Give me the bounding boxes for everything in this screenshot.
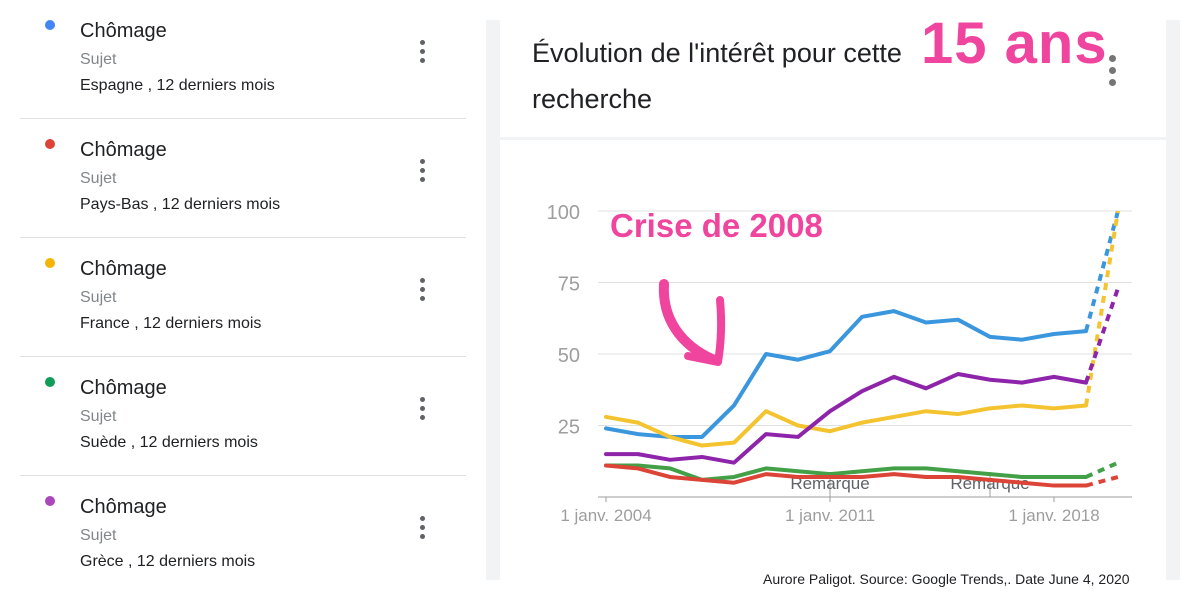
list-item[interactable]: Chômage Sujet France , 12 derniers mois	[20, 238, 466, 357]
source-credit: Aurore Paligot. Source: Google Trends,. …	[763, 571, 1130, 587]
list-item-type: Sujet	[80, 289, 117, 306]
y-tick-label: 50	[558, 345, 580, 367]
more-options-icon[interactable]	[412, 278, 432, 308]
x-tick-label: 1 janv. 2018	[1008, 506, 1099, 525]
annotation-arrowhead	[684, 296, 726, 366]
x-tick-label: 1 janv. 2004	[560, 506, 651, 525]
list-item-type: Sujet	[80, 170, 117, 187]
list-item-title: Chômage	[80, 20, 167, 42]
list-item[interactable]: Chômage Sujet Pays-Bas , 12 derniers moi…	[20, 119, 466, 238]
more-options-icon[interactable]	[1105, 55, 1119, 91]
list-item[interactable]: Chômage Sujet Suède , 12 derniers mois	[20, 357, 466, 476]
more-options-icon[interactable]	[412, 159, 432, 189]
chart-header-card: Évolution de l'intérêt pour cette recher…	[500, 20, 1166, 137]
annotation-years: 15 ans	[921, 11, 1108, 76]
chart-heading: Évolution de l'intérêt pour cette recher…	[532, 38, 902, 114]
series-line	[604, 372, 1088, 465]
topic-list: Chômage Sujet Espagne , 12 derniers mois…	[20, 0, 466, 594]
series-line	[604, 309, 1088, 439]
series-line	[604, 463, 1088, 482]
list-item-title: Chômage	[80, 377, 167, 399]
list-item-region: Pays-Bas , 12 derniers mois	[80, 196, 281, 213]
series-color-dot	[45, 258, 55, 268]
more-options-icon[interactable]	[412, 40, 432, 70]
annotation-crisis: Crise de 2008	[610, 207, 823, 244]
list-item-type: Sujet	[80, 527, 117, 544]
list-item-region: France , 12 derniers mois	[80, 315, 262, 332]
y-tick-label: 75	[558, 274, 580, 296]
more-options-icon[interactable]	[412, 516, 432, 546]
list-item[interactable]: Chômage Sujet Espagne , 12 derniers mois	[20, 0, 466, 119]
list-item-region: Espagne , 12 derniers mois	[80, 77, 275, 94]
list-item-region: Grèce , 12 derniers mois	[80, 553, 256, 570]
list-item-type: Sujet	[80, 408, 117, 425]
y-tick-label: 25	[558, 417, 580, 439]
series-projection	[1085, 475, 1119, 488]
series-projection	[1085, 460, 1119, 479]
list-item[interactable]: Chômage Sujet Grèce , 12 derniers mois	[20, 476, 466, 594]
list-item-title: Chômage	[80, 139, 167, 161]
list-item-title: Chômage	[80, 258, 167, 280]
list-item-region: Suède , 12 derniers mois	[80, 434, 258, 451]
series-line	[604, 403, 1088, 448]
series-projection	[1084, 210, 1120, 406]
series-color-dot	[45, 496, 55, 506]
series-projection	[1084, 287, 1120, 384]
series-color-dot	[45, 20, 55, 30]
list-item-type: Sujet	[80, 51, 117, 68]
y-tick-label: 100	[547, 202, 580, 224]
annotation-arrow	[658, 279, 719, 365]
series-color-dot	[45, 139, 55, 149]
list-item-title: Chômage	[80, 496, 167, 518]
chart-card	[500, 140, 1166, 580]
x-tick-label: 1 janv. 2011	[785, 506, 875, 525]
chart-panel: Évolution de l'intérêt pour cette recher…	[486, 20, 1180, 580]
more-options-icon[interactable]	[412, 397, 432, 427]
series-line	[604, 463, 1088, 488]
series-color-dot	[45, 377, 55, 387]
